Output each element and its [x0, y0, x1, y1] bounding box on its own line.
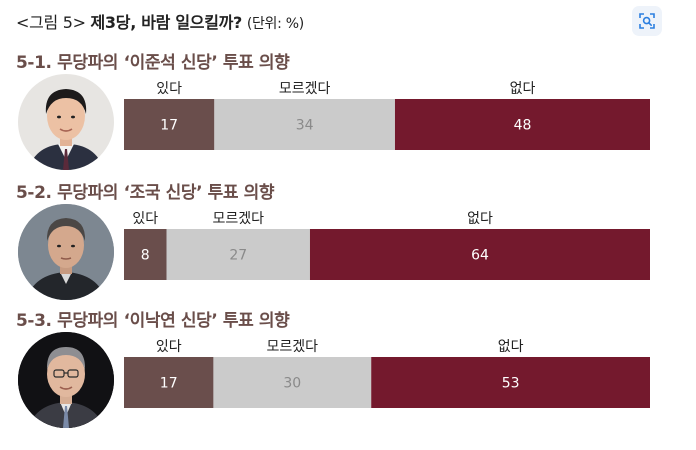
- avatar: [18, 332, 114, 428]
- chart-title: 5-2. 무당파의 ‘조국 신당’ 투표 의향: [16, 183, 275, 203]
- data-label-yes: 17: [160, 376, 178, 392]
- figure-title: <그림 5> 제3당, 바람 일으킬까? (단위: %): [16, 9, 304, 33]
- bar-segment-no: [371, 357, 650, 408]
- avatar: [18, 74, 114, 170]
- bar-segment-yes: [124, 357, 214, 408]
- image-search-icon: [639, 13, 655, 29]
- chart-title: 5-3. 무당파의 ‘이낙연 신당’ 투표 의향: [16, 311, 290, 331]
- avatar: [18, 204, 114, 300]
- category-label-no: 없다: [498, 339, 524, 355]
- category-label-yes: 있다: [132, 211, 158, 227]
- category-label-unsure: 모르겠다: [212, 211, 264, 227]
- bar-segment-no: [394, 99, 650, 150]
- data-label-yes: 8: [141, 248, 150, 264]
- data-label-unsure: 27: [229, 248, 247, 264]
- category-label-yes: 있다: [156, 339, 182, 355]
- figure-headline: 제3당, 바람 일으킬까?: [90, 13, 243, 32]
- data-label-no: 53: [502, 376, 520, 392]
- stacked-bar-chart: 17 있다 30 모르겠다 53 없다: [124, 339, 650, 408]
- bar-segment-unsure: [166, 229, 310, 280]
- chart-group-lee-junseok: 5-1. 무당파의 ‘이준석 신당’ 투표 의향 17 있다 34 모르겠다 48 없다: [0, 48, 696, 174]
- category-label-no: 없다: [510, 81, 536, 97]
- category-label-unsure: 모르겠다: [279, 81, 331, 97]
- chart-group-cho-kuk: 5-2. 무당파의 ‘조국 신당’ 투표 의향 8 있다 27 모르겠다 64 없다: [0, 178, 696, 304]
- image-search-button[interactable]: [632, 6, 662, 36]
- data-label-yes: 17: [160, 118, 178, 134]
- bar-segment-no: [309, 229, 650, 280]
- bar-segment-yes: [124, 99, 215, 150]
- chart-group-lee-nakyon: 5-3. 무당파의 ‘이낙연 신당’ 투표 의향 17 있다 30 모르겠다 53 없다: [0, 306, 696, 432]
- bar-segment-unsure: [213, 357, 372, 408]
- stacked-bar-chart: 8 있다 27 모르겠다 64 없다: [124, 211, 650, 280]
- chart-title: 5-1. 무당파의 ‘이준석 신당’ 투표 의향: [16, 53, 290, 73]
- data-label-no: 48: [514, 118, 532, 134]
- data-label-unsure: 34: [296, 118, 314, 134]
- category-label-no: 없다: [467, 211, 493, 227]
- data-label-unsure: 30: [283, 376, 301, 392]
- bar-segment-yes: [124, 229, 167, 280]
- figure-label: <그림 5>: [16, 13, 86, 32]
- stacked-bar-chart: 17 있다 34 모르겠다 48 없다: [124, 81, 650, 150]
- bar-segment-unsure: [214, 99, 395, 150]
- category-label-yes: 있다: [156, 81, 182, 97]
- data-label-no: 64: [471, 248, 489, 264]
- category-label-unsure: 모르겠다: [267, 339, 319, 355]
- figure-unit: (단위: %): [246, 16, 304, 32]
